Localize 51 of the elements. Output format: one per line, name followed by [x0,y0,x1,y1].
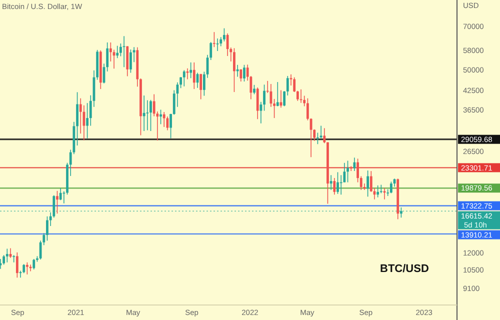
candlestick [253,84,256,95]
candlestick [22,264,26,274]
candlestick [390,181,392,194]
candlestick [216,38,219,52]
candlestick [353,157,356,172]
candlestick [233,48,236,92]
candlestick [32,258,36,270]
candlestick [182,70,186,87]
candlestick [186,68,189,80]
candlestick [162,112,166,128]
candlestick [126,46,129,77]
candlestick [2,254,6,266]
candlestick [223,28,226,42]
annotation: BTC/USD [380,263,429,275]
candlestick [330,174,332,190]
candlestick [166,116,169,131]
candlestick [293,76,296,92]
candlestick [333,178,336,195]
candlestick [6,248,8,263]
candlestick [56,190,58,214]
candlestick [130,49,132,74]
candlestick [286,76,289,96]
candlestick [320,125,322,139]
candlestick [336,172,339,194]
candlestick [122,36,126,68]
candlestick [276,82,279,107]
candlestick [283,90,286,107]
candlestick [350,166,352,172]
candlestick [200,73,202,100]
candlestick [220,36,222,47]
candlestick [366,170,369,198]
candlestick [0,258,2,270]
candlestick [243,64,246,82]
candlestick [116,45,119,59]
candlestick [383,188,386,200]
candlestick [16,252,18,278]
candlestick [346,160,349,183]
candlestick [240,68,242,82]
candlestick [146,100,149,131]
candlestick [192,62,196,90]
candlestick [376,185,380,198]
candlestick [160,109,162,125]
candlestick [46,216,48,242]
candlestick [296,90,299,102]
candlestick [212,32,216,48]
candlestick [59,188,62,201]
candlestick [150,100,152,132]
candlestick [256,87,259,120]
candlestick [26,262,28,275]
candlestick [190,62,192,79]
candlestick [142,95,146,132]
